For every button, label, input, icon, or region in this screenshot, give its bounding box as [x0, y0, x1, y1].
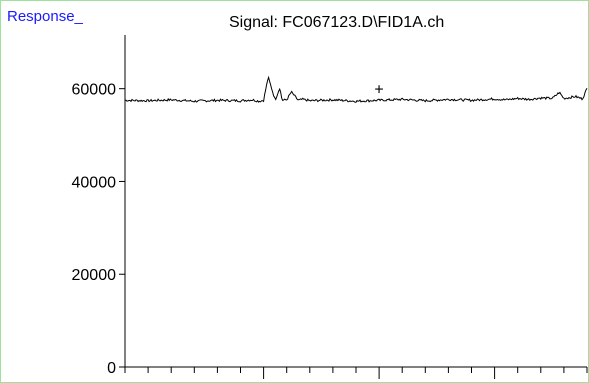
series-line: [124, 75, 588, 103]
cursor-marker: +: [374, 82, 383, 99]
chart-title: Signal: FC067123.D\FID1A.ch: [229, 14, 444, 31]
y-ticks: 0 20000 40000 60000: [72, 82, 125, 377]
x-minor-ticks: [124, 367, 588, 373]
y-tick-label: 40000: [72, 174, 117, 191]
marker-layer: +: [374, 82, 383, 99]
x-ticks: 11.0011.5012.00: [263, 367, 496, 379]
y-axis-label: Response_: [7, 8, 84, 25]
y-tick-label: 0: [107, 360, 116, 377]
series-layer: [124, 75, 588, 103]
y-tick-label: 60000: [72, 82, 117, 99]
y-tick-label: 20000: [72, 267, 117, 284]
